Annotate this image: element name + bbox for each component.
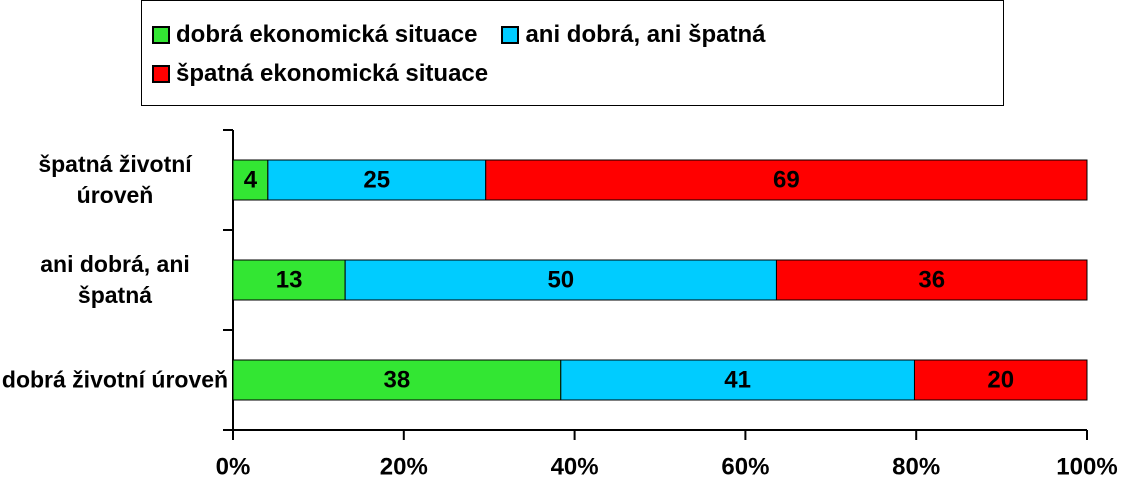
y-tick-label: dobrá životní úroveň	[1, 366, 229, 393]
x-tick-label: 40%	[551, 453, 599, 480]
legend-item: dobrá ekonomická situace	[152, 15, 477, 54]
y-tick-label: ani dobrá, ani špatná	[40, 251, 190, 308]
data-label: 4	[244, 166, 258, 193]
legend-swatch	[152, 25, 170, 44]
data-label: 38	[384, 366, 411, 393]
bar-segment	[267, 159, 487, 201]
data-label: 50	[547, 266, 574, 293]
bar-segment	[344, 259, 777, 301]
legend-label: dobrá ekonomická situace	[176, 20, 478, 48]
data-label: 69	[773, 166, 800, 193]
bar-segment	[775, 259, 1088, 301]
legend-swatch	[501, 25, 520, 44]
bar-segment	[913, 359, 1088, 401]
legend-label: ani dobrá, ani špatná	[525, 20, 766, 48]
data-label: 25	[363, 166, 390, 193]
legend: dobrá ekonomická situace ani dobrá, ani š…	[141, 0, 1004, 106]
x-tick-label: 80%	[892, 453, 940, 480]
legend-item: špatná ekonomická situace	[152, 54, 488, 93]
legend-swatch	[152, 64, 170, 83]
bar-segment	[232, 359, 562, 401]
x-tick-label: 20%	[380, 453, 428, 480]
data-label: 13	[276, 266, 303, 293]
data-label: 41	[724, 366, 751, 393]
bar-segment	[485, 159, 1088, 201]
bar-segment	[232, 259, 346, 301]
legend-item: ani dobrá, ani špatná	[501, 15, 766, 54]
x-tick-label: 100%	[1056, 453, 1117, 480]
legend-label: špatná ekonomická situace	[176, 59, 489, 87]
data-label: 36	[918, 266, 945, 293]
x-tick-label: 0%	[216, 453, 251, 480]
x-tick-label: 60%	[721, 453, 769, 480]
y-tick-label: špatná životní úroveň	[38, 151, 192, 208]
data-label: 20	[987, 366, 1014, 393]
